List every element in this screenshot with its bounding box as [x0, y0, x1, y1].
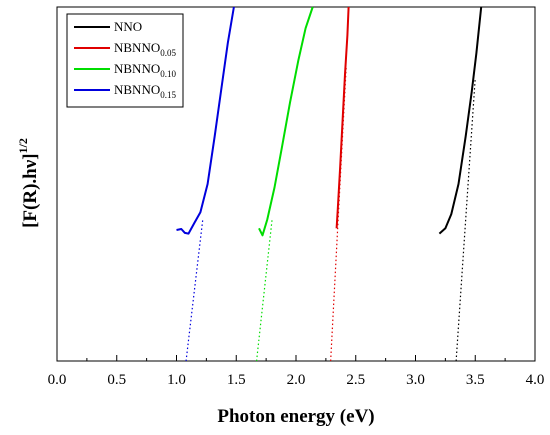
series-layer [176, 6, 483, 362]
extrapolation-line [185, 219, 204, 362]
series-line [335, 6, 350, 229]
legend-entries: NNO NBNNO0.05 NBNNO0.10 NBNNO0.15 [74, 19, 176, 100]
legend: NNO NBNNO0.05 NBNNO0.10 NBNNO0.15 [66, 13, 184, 108]
extrapolation-line [255, 219, 273, 362]
series-line [438, 6, 483, 235]
x-tick-label: 2.0 [287, 372, 306, 388]
legend-box [66, 13, 184, 108]
legend-label: NBNNO0.15 [114, 82, 176, 100]
x-tick-label: 0.0 [48, 372, 67, 388]
x-tick-label: 3.5 [466, 372, 485, 388]
legend-label: NNO [114, 19, 142, 34]
x-tick-label: 1.0 [167, 372, 186, 388]
x-tick-label: 2.5 [346, 372, 365, 388]
svg-text:[F(R).hν]1/2: [F(R).hν]1/2 [16, 138, 41, 228]
x-tick-label: 0.5 [107, 372, 126, 388]
x-tick-label: 1.5 [227, 372, 246, 388]
x-tick-label: 3.0 [406, 372, 425, 388]
x-axis-ticks: 0.0 0.5 1.0 1.5 2.0 2.5 3.0 3.5 4.0 [48, 355, 545, 388]
series-line [258, 6, 314, 237]
y-axis-label-group: [F(R).hν]1/2 [16, 138, 41, 228]
y-axis-label: [F(R).hν] [20, 153, 41, 227]
y-axis-label-exponent: 1/2 [16, 138, 30, 153]
series-line [176, 6, 235, 235]
x-axis-label: Photon energy (eV) [217, 406, 374, 427]
legend-label: NBNNO0.05 [114, 40, 176, 58]
x-tick-label: 4.0 [526, 372, 545, 388]
legend-label: NBNNO0.10 [114, 61, 176, 79]
extrapolation-line [455, 77, 476, 362]
